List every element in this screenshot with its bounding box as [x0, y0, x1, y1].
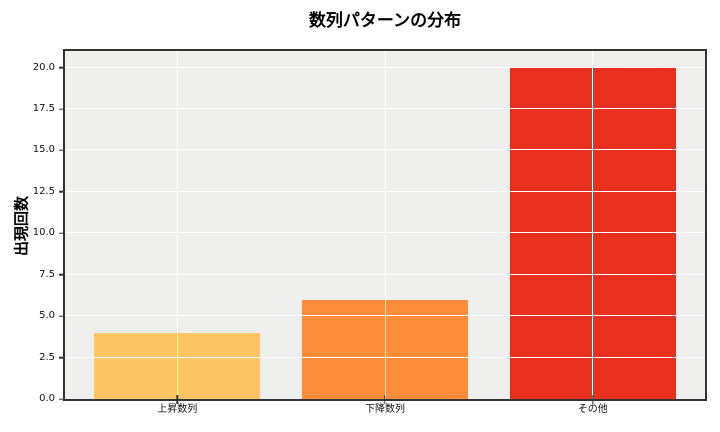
y-tick-label: 5.0 [39, 310, 55, 322]
x-tick-label: 下降数列 [365, 404, 405, 415]
y-tick-label: 20.0 [32, 61, 55, 73]
y-tick-mark [59, 398, 63, 400]
y-tick-mark [59, 232, 63, 234]
y-tick-label: 17.5 [32, 103, 55, 114]
x-tick-mark [384, 395, 386, 404]
y-tick-mark [59, 66, 63, 69]
y-tick-mark [59, 274, 63, 276]
x-axis-tick-labels: 上昇数列 下降数列 その他 [65, 405, 705, 421]
y-tick-mark [59, 356, 63, 359]
gridline-vertical [384, 51, 386, 399]
y-tick-mark [59, 191, 63, 193]
x-tick-mark [592, 395, 594, 404]
y-tick-mark [59, 315, 63, 317]
gridline-vertical [176, 51, 178, 399]
y-tick-label: 7.5 [39, 268, 55, 280]
x-tick-label: その他 [577, 404, 608, 415]
plot-area [63, 49, 707, 404]
gridline-vertical [592, 51, 594, 399]
y-tick-mark [59, 149, 63, 152]
y-axis-tick-marks [59, 51, 63, 400]
y-tick-label: 2.5 [39, 351, 55, 363]
chart-title: 数列パターンの分布 [308, 11, 462, 31]
x-tick-mark [176, 395, 178, 404]
x-tick-label: 上昇数列 [157, 404, 198, 415]
y-tick-label: 15.0 [32, 144, 55, 156]
y-tick-label: 10.0 [32, 227, 55, 239]
y-tick-label: 0.0 [39, 393, 55, 404]
y-axis-tick-labels: 0.0 2.5 5.0 7.5 10.0 12.5 15.0 17.5 20.0 [0, 51, 55, 403]
y-tick-label: 12.5 [32, 185, 55, 197]
y-tick-mark [59, 108, 63, 110]
